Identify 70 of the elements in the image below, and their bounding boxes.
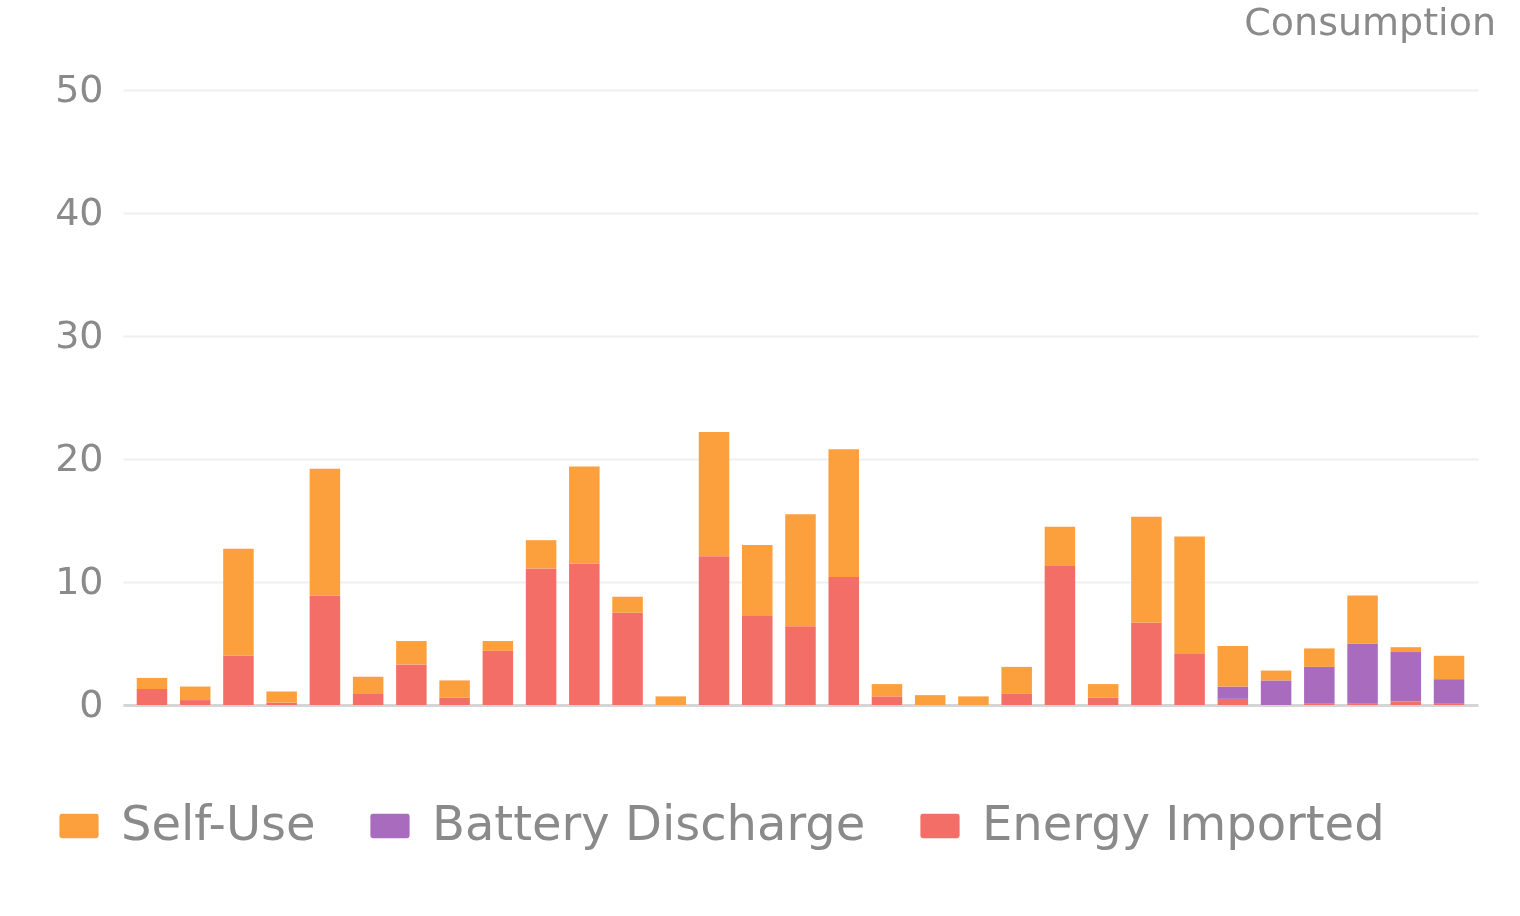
bar [1217,645,1249,687]
bar [1131,516,1162,623]
bar [1347,595,1378,644]
bar [179,686,211,701]
chart-title: Consumption [1244,0,1496,44]
bar [1390,701,1422,705]
bar [482,650,514,705]
bar [871,684,903,697]
bar [309,468,341,596]
bar [525,540,557,569]
y-tick-label: 10 [55,558,104,603]
legend-label: Battery Discharge [432,795,866,851]
bar [1304,666,1335,704]
bar [439,697,470,705]
bar [1174,653,1205,705]
bar [1087,697,1119,705]
bar [655,696,687,705]
bar [828,577,859,705]
bar [1131,622,1162,705]
bar [439,680,470,698]
bar [1390,652,1422,702]
bar [742,545,773,616]
bar [612,596,643,613]
bar [828,449,859,578]
bar [612,612,643,705]
bar [1260,670,1292,681]
legend-label: Energy Imported [982,795,1385,851]
bar [569,466,600,564]
bar [1217,686,1249,699]
bar [1260,680,1292,705]
bar [958,696,989,705]
bar [136,689,168,705]
bar [1304,648,1335,667]
y-tick-label: 0 [79,681,104,726]
bar [569,563,600,705]
bar [1174,536,1205,654]
bar [1044,526,1076,567]
bar [698,556,730,705]
bar [309,595,341,705]
bar [914,695,946,705]
bar [742,615,773,705]
bar [223,655,254,705]
bar [1001,666,1032,694]
bar [352,676,384,694]
bar [785,514,816,627]
legend-label: Self-Use [121,795,316,851]
bar [1044,566,1076,705]
y-tick-label: 50 [55,66,104,111]
bar [223,548,254,656]
bar [1347,643,1378,704]
bar [525,568,557,705]
bar [1217,698,1249,705]
bar [1433,655,1465,680]
bar [1001,693,1032,705]
bar [1390,647,1422,653]
bar [396,664,427,705]
y-tick-label: 40 [55,189,104,234]
y-tick-label: 30 [55,312,104,357]
bar [179,700,211,705]
bar [1087,684,1119,698]
y-tick-label: 20 [55,435,104,480]
bar [266,691,297,703]
bar [352,693,384,705]
bar [482,641,514,651]
bar [871,696,903,705]
bar [698,431,730,557]
bar [1433,679,1465,704]
bar [396,641,427,665]
bar [785,626,816,705]
bar [136,677,168,690]
